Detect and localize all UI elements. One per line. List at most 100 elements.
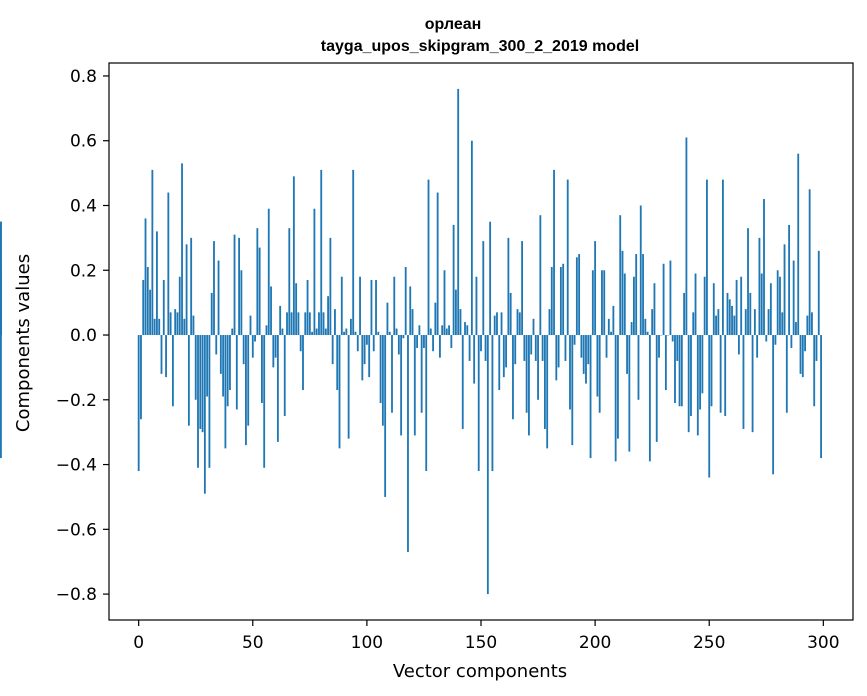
- bar: [409, 286, 412, 336]
- bar: [322, 312, 325, 336]
- bar: [397, 335, 400, 355]
- bar: [509, 292, 512, 336]
- bar: [742, 335, 745, 429]
- bar: [318, 312, 320, 336]
- bar: [197, 335, 199, 468]
- bar: [450, 335, 453, 348]
- bar: [340, 276, 343, 336]
- bar: [601, 270, 603, 336]
- bar: [635, 254, 638, 336]
- bar: [507, 237, 510, 336]
- bar: [642, 254, 644, 336]
- bar: [774, 335, 777, 345]
- bar: [765, 335, 768, 342]
- bar: [461, 335, 464, 429]
- bar: [717, 309, 720, 336]
- bar: [261, 335, 263, 404]
- bar: [685, 137, 688, 336]
- bar: [537, 335, 539, 400]
- bar: [256, 228, 259, 336]
- bar: [808, 189, 811, 336]
- bar: [272, 335, 275, 368]
- bar: [144, 218, 147, 336]
- bar: [201, 335, 204, 433]
- bar: [404, 267, 407, 336]
- y-tick-label: −0.2: [56, 391, 97, 411]
- bar: [457, 88, 460, 336]
- bar: [151, 169, 154, 336]
- bar: [238, 237, 240, 336]
- y-tick-label: −0.4: [56, 456, 97, 476]
- bar: [185, 244, 188, 336]
- bar: [208, 335, 211, 468]
- bar: [359, 276, 361, 336]
- bar: [199, 335, 202, 429]
- bar: [489, 221, 492, 336]
- bar: [728, 299, 731, 336]
- bar: [610, 331, 612, 336]
- bar: [530, 335, 533, 355]
- bar: [297, 312, 300, 336]
- bar: [528, 335, 530, 436]
- bar: [596, 335, 599, 397]
- bar: [564, 335, 567, 361]
- bar: [439, 335, 441, 358]
- bar: [653, 283, 656, 336]
- bar: [391, 335, 393, 413]
- bar: [692, 312, 695, 336]
- bar: [140, 335, 142, 420]
- bar: [352, 169, 355, 336]
- bar: [267, 208, 270, 336]
- bar: [311, 331, 314, 336]
- bar: [210, 292, 213, 336]
- bar: [484, 335, 487, 361]
- bars-group: [0, 88, 822, 595]
- bar: [429, 328, 432, 336]
- bar: [331, 335, 334, 365]
- bar: [276, 335, 279, 442]
- bar: [633, 276, 635, 336]
- bar: [769, 283, 772, 336]
- bar: [747, 228, 749, 336]
- bar: [363, 335, 366, 365]
- bar: [724, 335, 727, 416]
- bar: [308, 312, 311, 336]
- bar: [550, 267, 553, 336]
- bar: [299, 335, 302, 352]
- bar: [226, 335, 229, 407]
- bar: [690, 335, 692, 416]
- bar: [176, 312, 179, 336]
- x-tick-label: 50: [242, 633, 264, 653]
- bar: [731, 305, 733, 336]
- bar: [452, 224, 455, 336]
- bar: [306, 279, 309, 336]
- bar: [585, 335, 587, 384]
- bar: [726, 292, 729, 336]
- bar: [345, 328, 348, 336]
- bar: [546, 335, 549, 449]
- bar: [523, 335, 526, 361]
- bar: [384, 335, 387, 497]
- bar: [181, 163, 183, 336]
- bar: [0, 335, 2, 459]
- bar: [0, 331, 2, 336]
- bar: [619, 215, 622, 336]
- bar: [607, 318, 610, 336]
- bar: [680, 335, 683, 407]
- bar: [571, 335, 574, 446]
- bar: [137, 335, 140, 472]
- bar: [274, 335, 277, 358]
- bar: [628, 335, 631, 452]
- bar: [655, 335, 658, 442]
- chart-title: орлеан: [425, 16, 482, 33]
- bar: [767, 309, 770, 336]
- bar: [788, 224, 791, 336]
- bar: [811, 312, 813, 336]
- bar: [760, 273, 763, 336]
- bar: [475, 276, 478, 336]
- bar: [683, 292, 686, 336]
- bar: [160, 335, 163, 374]
- bar: [263, 335, 266, 468]
- bar: [559, 267, 562, 336]
- bar: [416, 335, 419, 348]
